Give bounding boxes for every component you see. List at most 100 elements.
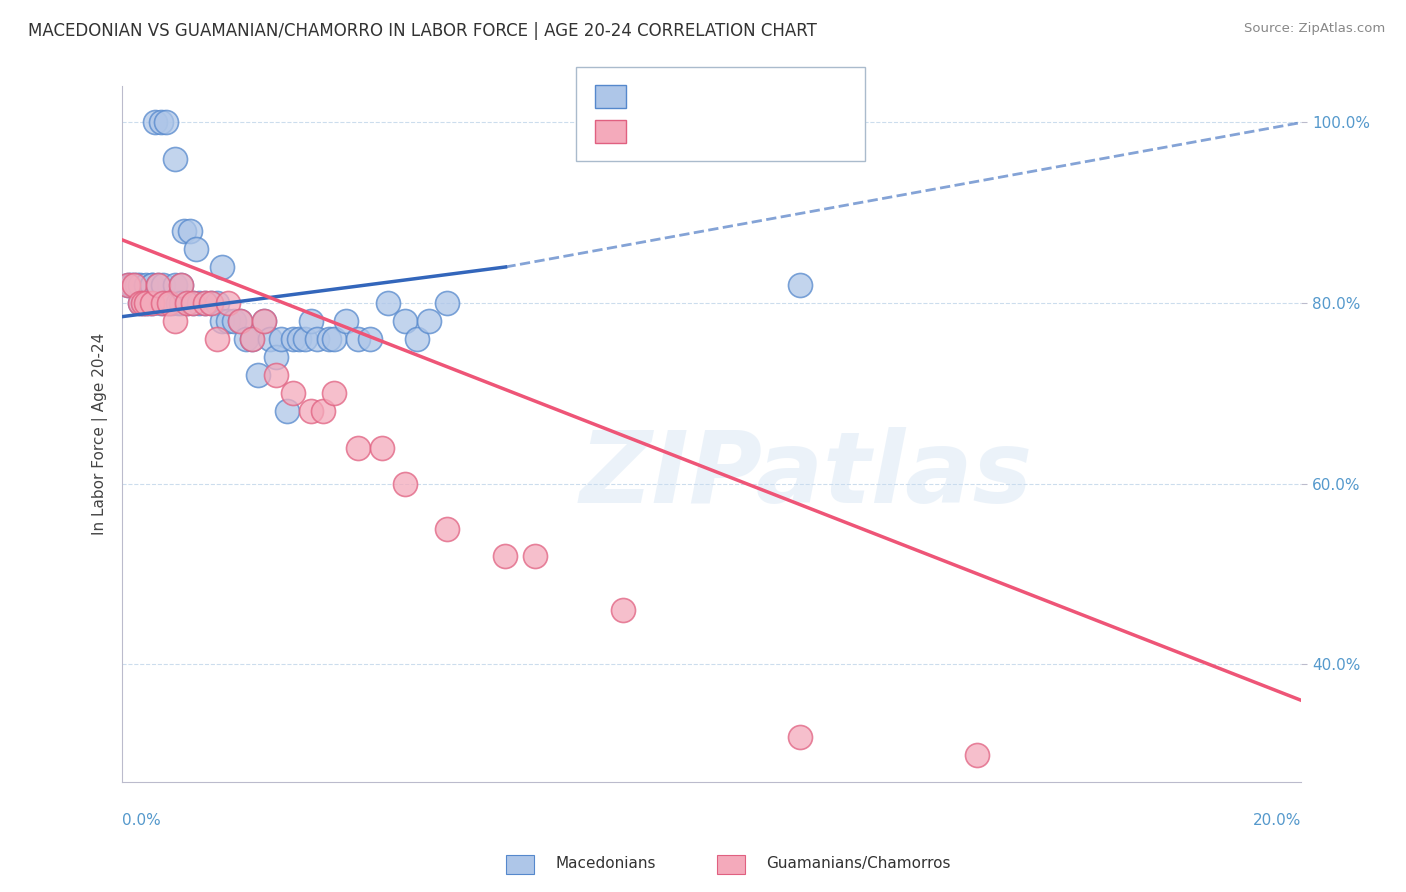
Point <box>122 278 145 293</box>
Point <box>117 278 139 293</box>
Point <box>347 441 370 455</box>
Point <box>149 115 172 129</box>
Point <box>157 296 180 310</box>
Point <box>129 296 152 310</box>
Text: Macedonians: Macedonians <box>555 856 655 871</box>
Point <box>217 296 239 310</box>
Point <box>283 332 305 346</box>
Point <box>200 296 222 310</box>
Point <box>359 332 381 346</box>
Point <box>152 278 174 293</box>
Point <box>288 332 311 346</box>
Point <box>377 296 399 310</box>
Text: 65: 65 <box>778 88 799 103</box>
Point <box>211 314 233 328</box>
Point <box>418 314 440 328</box>
Text: 34: 34 <box>778 123 799 137</box>
Point <box>173 224 195 238</box>
Point <box>170 278 193 293</box>
Point <box>129 296 152 310</box>
Point <box>305 332 328 346</box>
Point <box>523 549 546 563</box>
Point <box>495 549 517 563</box>
Point <box>224 314 246 328</box>
Point <box>200 296 222 310</box>
Point <box>347 332 370 346</box>
Text: -0.370: -0.370 <box>675 123 730 137</box>
Point <box>205 296 228 310</box>
Text: N =: N = <box>738 88 772 103</box>
Point <box>179 224 201 238</box>
Point <box>966 747 988 762</box>
Point <box>283 386 305 401</box>
Point <box>194 296 217 310</box>
Point <box>132 296 155 310</box>
Point <box>135 296 157 310</box>
Point <box>240 332 263 346</box>
Point <box>146 278 169 293</box>
Text: ZIPatlas: ZIPatlas <box>579 427 1033 524</box>
Point <box>141 296 163 310</box>
Point <box>141 296 163 310</box>
Point <box>167 296 190 310</box>
Text: N =: N = <box>738 123 772 137</box>
Point <box>253 314 276 328</box>
Point <box>211 260 233 274</box>
Point <box>155 115 177 129</box>
Point <box>141 278 163 293</box>
Text: Guamanians/Chamorros: Guamanians/Chamorros <box>766 856 950 871</box>
Text: Source: ZipAtlas.com: Source: ZipAtlas.com <box>1244 22 1385 36</box>
Point <box>436 522 458 536</box>
Point <box>120 278 142 293</box>
Point <box>129 278 152 293</box>
Point <box>240 332 263 346</box>
Point <box>229 314 252 328</box>
Point <box>217 314 239 328</box>
Point <box>264 368 287 383</box>
Point <box>789 278 811 293</box>
Text: R =: R = <box>633 123 666 137</box>
Point <box>170 296 193 310</box>
Point <box>264 351 287 365</box>
Point <box>176 296 198 310</box>
Text: MACEDONIAN VS GUAMANIAN/CHAMORRO IN LABOR FORCE | AGE 20-24 CORRELATION CHART: MACEDONIAN VS GUAMANIAN/CHAMORRO IN LABO… <box>28 22 817 40</box>
Point <box>187 296 209 310</box>
Point <box>170 278 193 293</box>
Text: R =: R = <box>633 88 666 103</box>
Point <box>323 332 346 346</box>
Point <box>612 603 634 617</box>
Point <box>149 296 172 310</box>
Point <box>138 296 160 310</box>
Point <box>157 296 180 310</box>
Text: 0.0%: 0.0% <box>122 814 160 829</box>
Text: 20.0%: 20.0% <box>1253 814 1302 829</box>
Point <box>253 314 276 328</box>
Point <box>312 404 335 418</box>
Point <box>323 386 346 401</box>
Point <box>146 278 169 293</box>
Point <box>370 441 392 455</box>
Point <box>299 314 322 328</box>
Point <box>141 278 163 293</box>
Point <box>318 332 340 346</box>
Point <box>229 314 252 328</box>
Point <box>155 296 177 310</box>
Point <box>246 368 269 383</box>
Point <box>205 332 228 346</box>
Point <box>194 296 217 310</box>
Point <box>406 332 429 346</box>
Point <box>135 296 157 310</box>
Point <box>162 296 184 310</box>
Point <box>181 296 204 310</box>
Point <box>152 296 174 310</box>
Point <box>117 278 139 293</box>
Point <box>165 278 187 293</box>
Point <box>165 314 187 328</box>
Point <box>394 476 416 491</box>
Point <box>143 115 166 129</box>
Point <box>259 332 281 346</box>
Point <box>181 296 204 310</box>
Point <box>122 278 145 293</box>
Point <box>394 314 416 328</box>
Point <box>235 332 257 346</box>
